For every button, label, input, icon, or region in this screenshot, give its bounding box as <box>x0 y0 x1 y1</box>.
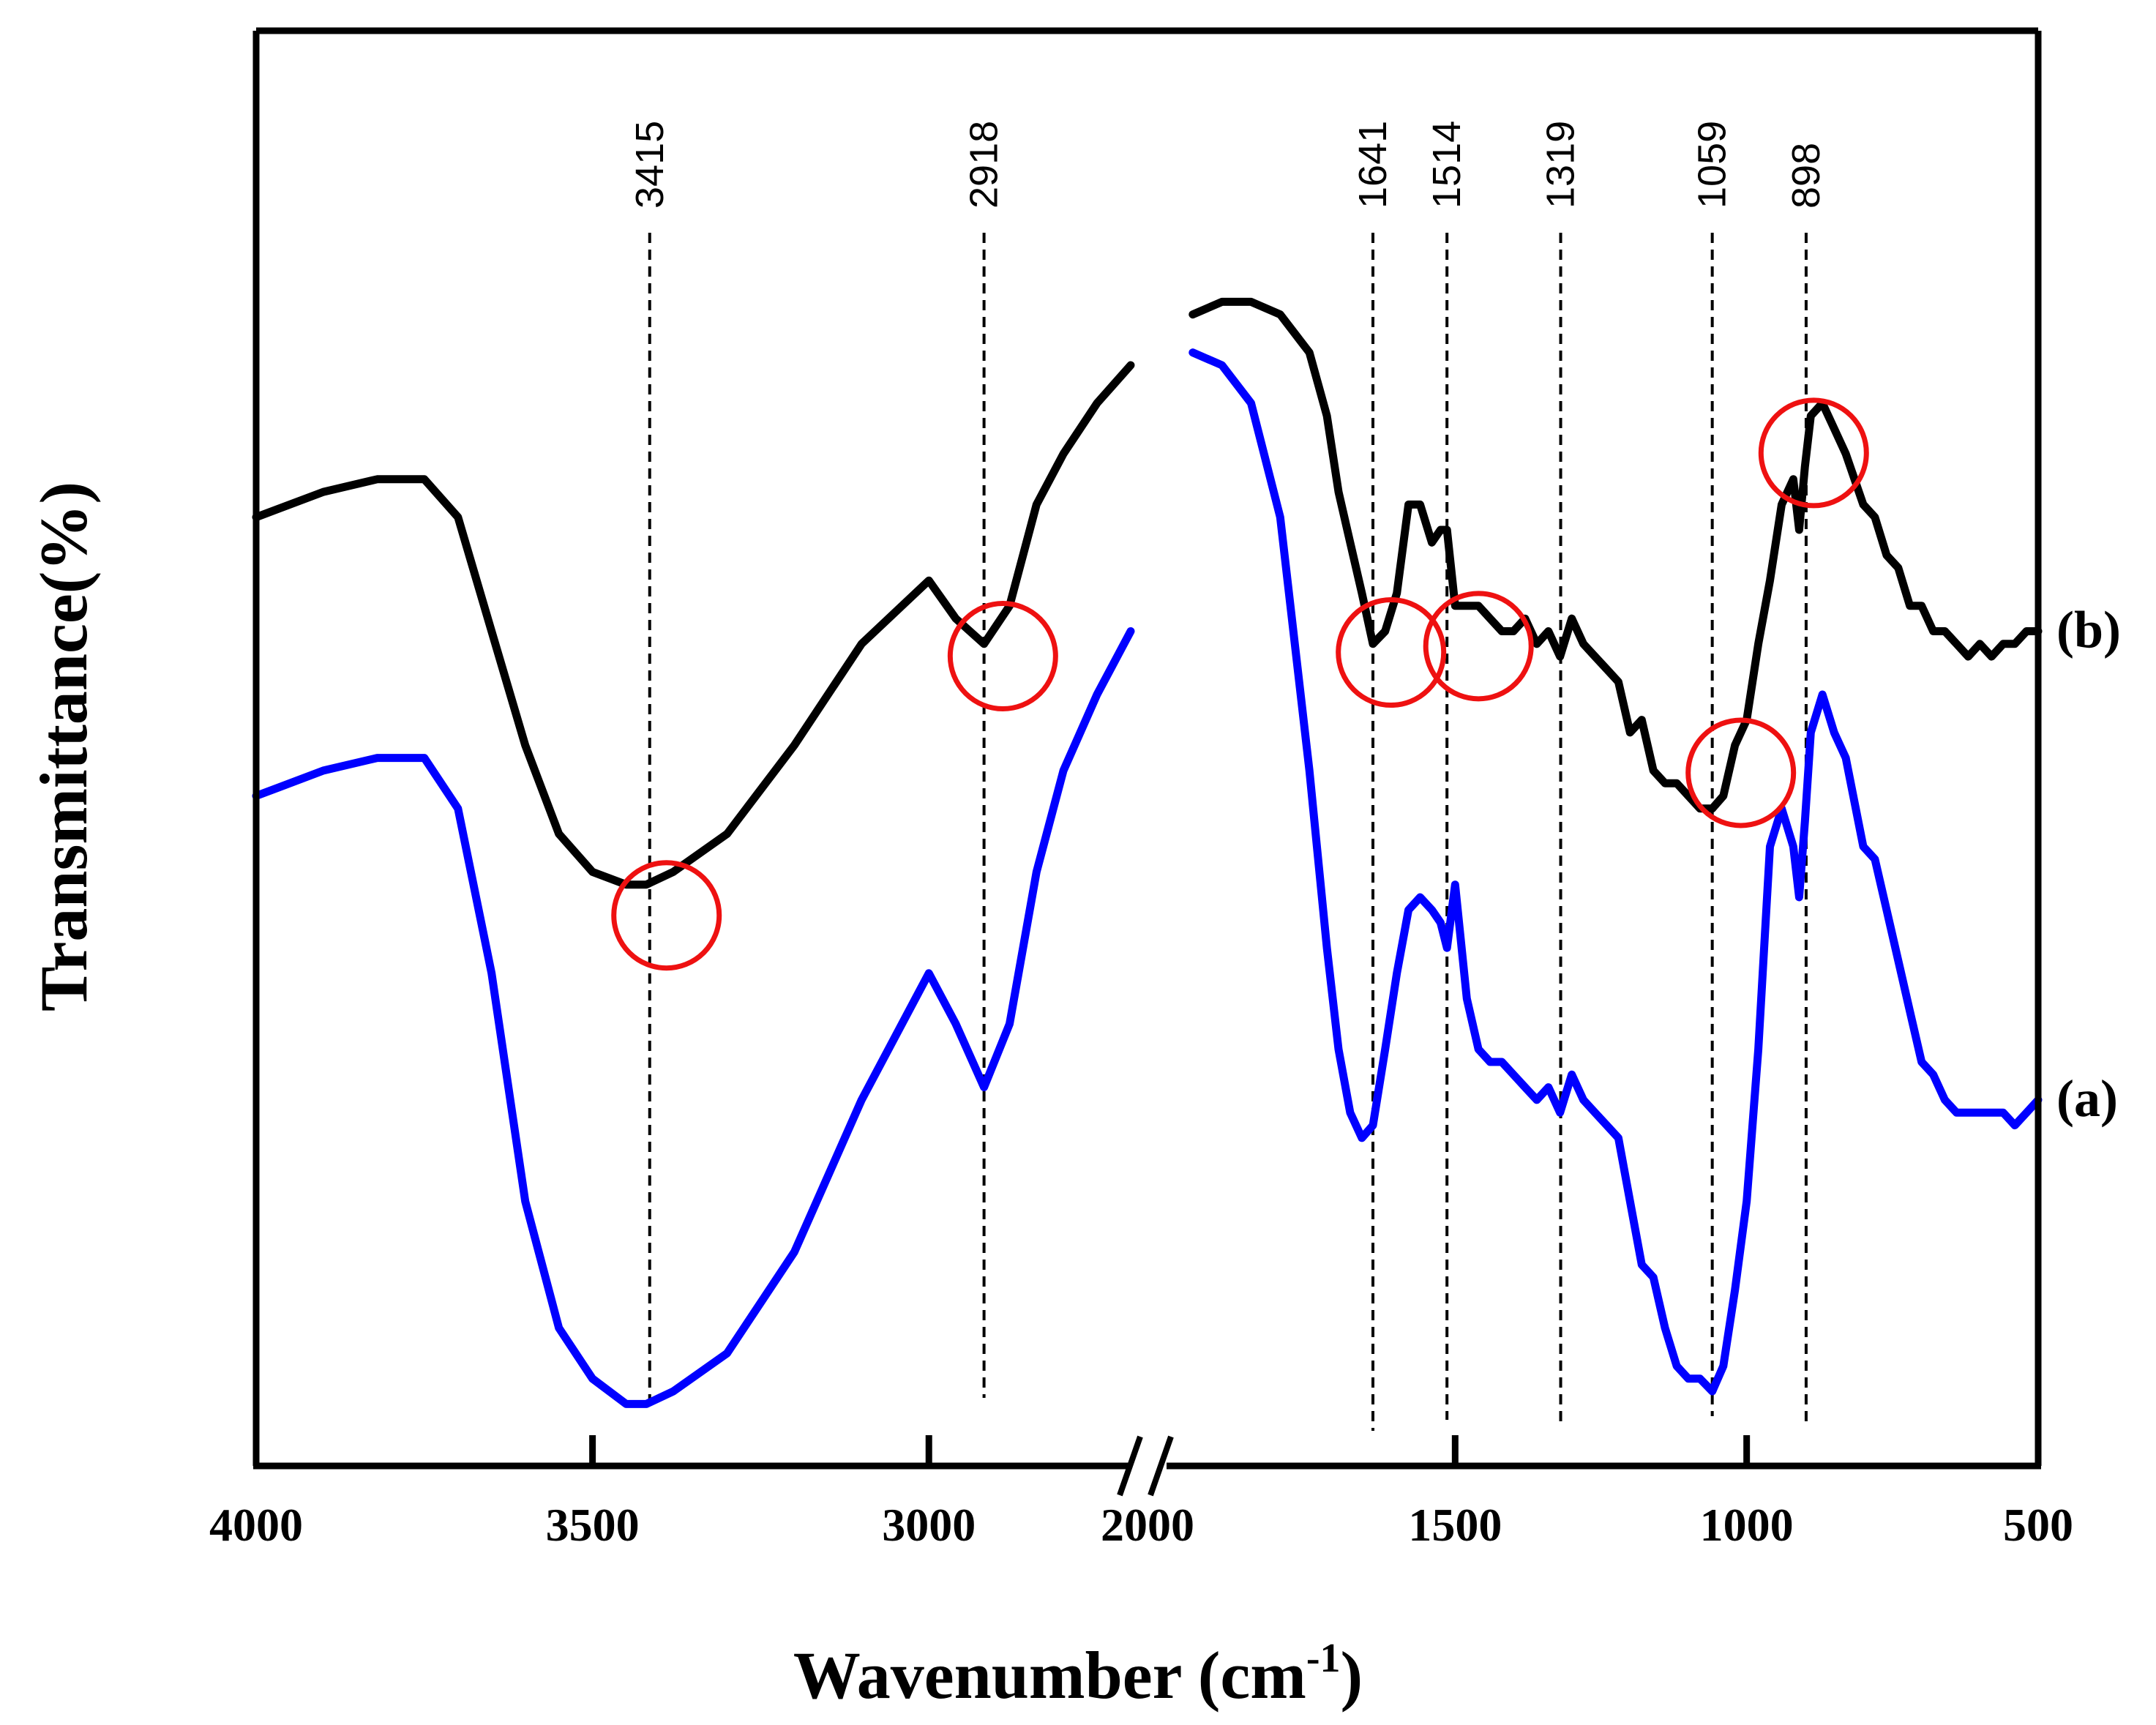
axis-break-mark <box>1148 1435 1174 1497</box>
highlight-circle <box>1685 717 1797 828</box>
axis-break-mark <box>1117 1435 1143 1497</box>
highlight-circle <box>1336 597 1447 708</box>
series-labels: (b) (a) <box>2056 600 2121 1127</box>
peak-label: 1514 <box>1425 121 1469 209</box>
x-tick-label: 4000 <box>209 1499 303 1551</box>
x-axis: 4000 3500 3000 2000 1500 1000 500 <box>209 1435 2073 1551</box>
x-tick-label: 2000 <box>1101 1499 1194 1551</box>
x-axis-title: Wavenumber (cm-1) <box>793 1636 1363 1713</box>
x-axis-title-main: Wavenumber (cm <box>793 1638 1306 1713</box>
series-label: (a) <box>2056 1069 2118 1128</box>
x-tick-label: 500 <box>2003 1499 2073 1551</box>
y-axis-title: Transmittance(%) <box>26 482 101 1011</box>
series-line <box>252 361 1135 889</box>
series-line <box>252 627 1135 1408</box>
series-layer <box>252 297 2043 1408</box>
highlight-circle <box>1423 591 1534 702</box>
peak-label: 1319 <box>1539 121 1583 209</box>
highlight-circles <box>611 397 1869 971</box>
x-tick-label: 1000 <box>1700 1499 1794 1551</box>
peak-label: 1641 <box>1351 121 1395 209</box>
highlight-circle <box>611 860 722 971</box>
x-axis-title-superscript: -1 <box>1306 1636 1341 1681</box>
peak-labels: 3415 2918 1641 1514 1319 1059 898 <box>628 121 1828 209</box>
peak-label: 898 <box>1784 143 1828 209</box>
highlight-circle <box>1758 397 1869 509</box>
series-line <box>1189 297 2043 813</box>
series-label: (b) <box>2056 600 2121 659</box>
peak-label: 2918 <box>962 121 1006 209</box>
plot-frame <box>252 27 2042 1497</box>
peak-label: 3415 <box>628 121 672 209</box>
x-tick-label: 1500 <box>1408 1499 1502 1551</box>
x-tick-label: 3500 <box>546 1499 640 1551</box>
x-tick-label: 3000 <box>882 1499 976 1551</box>
peak-reference-lines <box>648 233 1808 1431</box>
x-axis-title-suffix: ) <box>1341 1638 1363 1713</box>
highlight-circle <box>947 601 1058 712</box>
peak-label: 1059 <box>1691 121 1734 209</box>
series-line <box>1189 348 2043 1396</box>
